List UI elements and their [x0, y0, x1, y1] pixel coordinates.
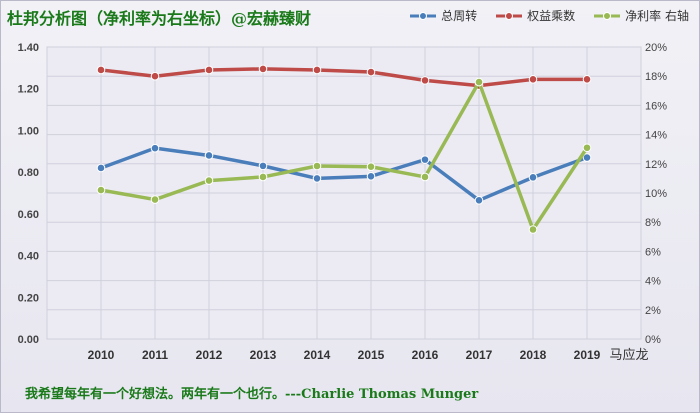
- legend-item: 净利率 右轴: [593, 7, 689, 24]
- data-point: [420, 172, 430, 182]
- y-right-tick-label: 6%: [645, 246, 661, 258]
- legend: 总周转 权益乘数 净利率 右轴: [409, 7, 689, 24]
- x-tick-label: 2012: [196, 348, 223, 362]
- data-point: [366, 172, 376, 181]
- data-point: [312, 174, 322, 183]
- y-right-tick-label: 12%: [645, 159, 667, 171]
- data-point: [204, 151, 214, 160]
- y-left-tick-label: 1.20: [18, 84, 39, 96]
- extra-label: 马应龙: [609, 347, 648, 362]
- data-point: [96, 185, 106, 195]
- data-point: [582, 153, 592, 162]
- y-right-tick-label: 4%: [645, 276, 661, 288]
- data-point: [366, 67, 376, 77]
- chart-title: 杜邦分析图（净利率为右坐标）@宏赫臻财: [7, 9, 312, 28]
- y-left-tick-label: 0.80: [18, 167, 39, 179]
- x-tick-label: 2019: [574, 348, 601, 362]
- data-point: [420, 155, 430, 164]
- x-tick-label: 2017: [466, 348, 493, 362]
- data-point: [312, 161, 322, 171]
- x-tick-label: 2014: [304, 348, 331, 362]
- data-point: [582, 75, 592, 84]
- y-right-tick-label: 16%: [645, 100, 667, 112]
- y-left-tick-label: 0.40: [18, 251, 39, 263]
- legend-label: 权益乘数: [527, 9, 576, 23]
- data-point: [96, 65, 106, 75]
- y-right-tick-label: 18%: [645, 71, 667, 83]
- legend-marker: [419, 11, 428, 20]
- legend-swatch: [496, 11, 523, 20]
- x-tick-label: 2016: [412, 348, 439, 362]
- data-point: [150, 143, 160, 153]
- legend-swatch: [410, 11, 437, 20]
- y-right-tick-label: 14%: [645, 130, 667, 142]
- x-tick-label: 2010: [88, 348, 115, 362]
- legend-swatch: [594, 11, 621, 20]
- legend-item: 权益乘数: [495, 7, 575, 24]
- data-point: [96, 163, 106, 173]
- data-point: [258, 64, 268, 74]
- series-line: [100, 80, 589, 232]
- data-point: [528, 75, 538, 84]
- data-point: [258, 161, 268, 171]
- data-point: [366, 162, 376, 172]
- legend-label: 净利率 右轴: [625, 9, 689, 23]
- data-point: [528, 173, 538, 182]
- data-point: [150, 195, 160, 204]
- data-point: [474, 77, 484, 87]
- x-tick-label: 2015: [358, 348, 385, 362]
- legend-label: 总周转: [441, 9, 478, 23]
- y-left-tick-label: 1.00: [18, 125, 39, 137]
- x-tick-label: 2013: [250, 348, 277, 362]
- data-point: [312, 65, 322, 75]
- x-tick-label: 2018: [520, 348, 547, 362]
- footer-quote: 我希望每年有一个好想法。两年有一个也行。---Charlie Thomas Mu…: [25, 387, 479, 402]
- data-point: [582, 143, 592, 153]
- legend-marker: [505, 11, 514, 20]
- series-line: [100, 146, 588, 203]
- series-line: [100, 67, 587, 88]
- y-right-tick-label: 10%: [645, 188, 667, 200]
- legend-marker: [603, 11, 612, 20]
- data-point: [528, 225, 538, 234]
- data-point: [474, 196, 484, 205]
- y-left-tick-label: 0.00: [18, 334, 39, 346]
- y-left-tick-label: 0.20: [18, 292, 39, 304]
- data-point: [204, 65, 214, 75]
- y-left-tick-label: 1.40: [18, 42, 39, 54]
- y-right-tick-label: 8%: [645, 217, 661, 229]
- data-point: [150, 71, 160, 81]
- x-tick-label: 2011: [142, 348, 168, 362]
- data-point: [258, 172, 268, 182]
- y-left-tick-label: 0.60: [18, 209, 39, 221]
- data-point: [204, 176, 214, 185]
- y-right-tick-label: 20%: [645, 42, 667, 54]
- legend-item: 总周转: [409, 7, 477, 24]
- y-right-tick-label: 0%: [645, 334, 661, 346]
- data-point: [420, 76, 430, 85]
- y-right-tick-label: 2%: [645, 305, 661, 317]
